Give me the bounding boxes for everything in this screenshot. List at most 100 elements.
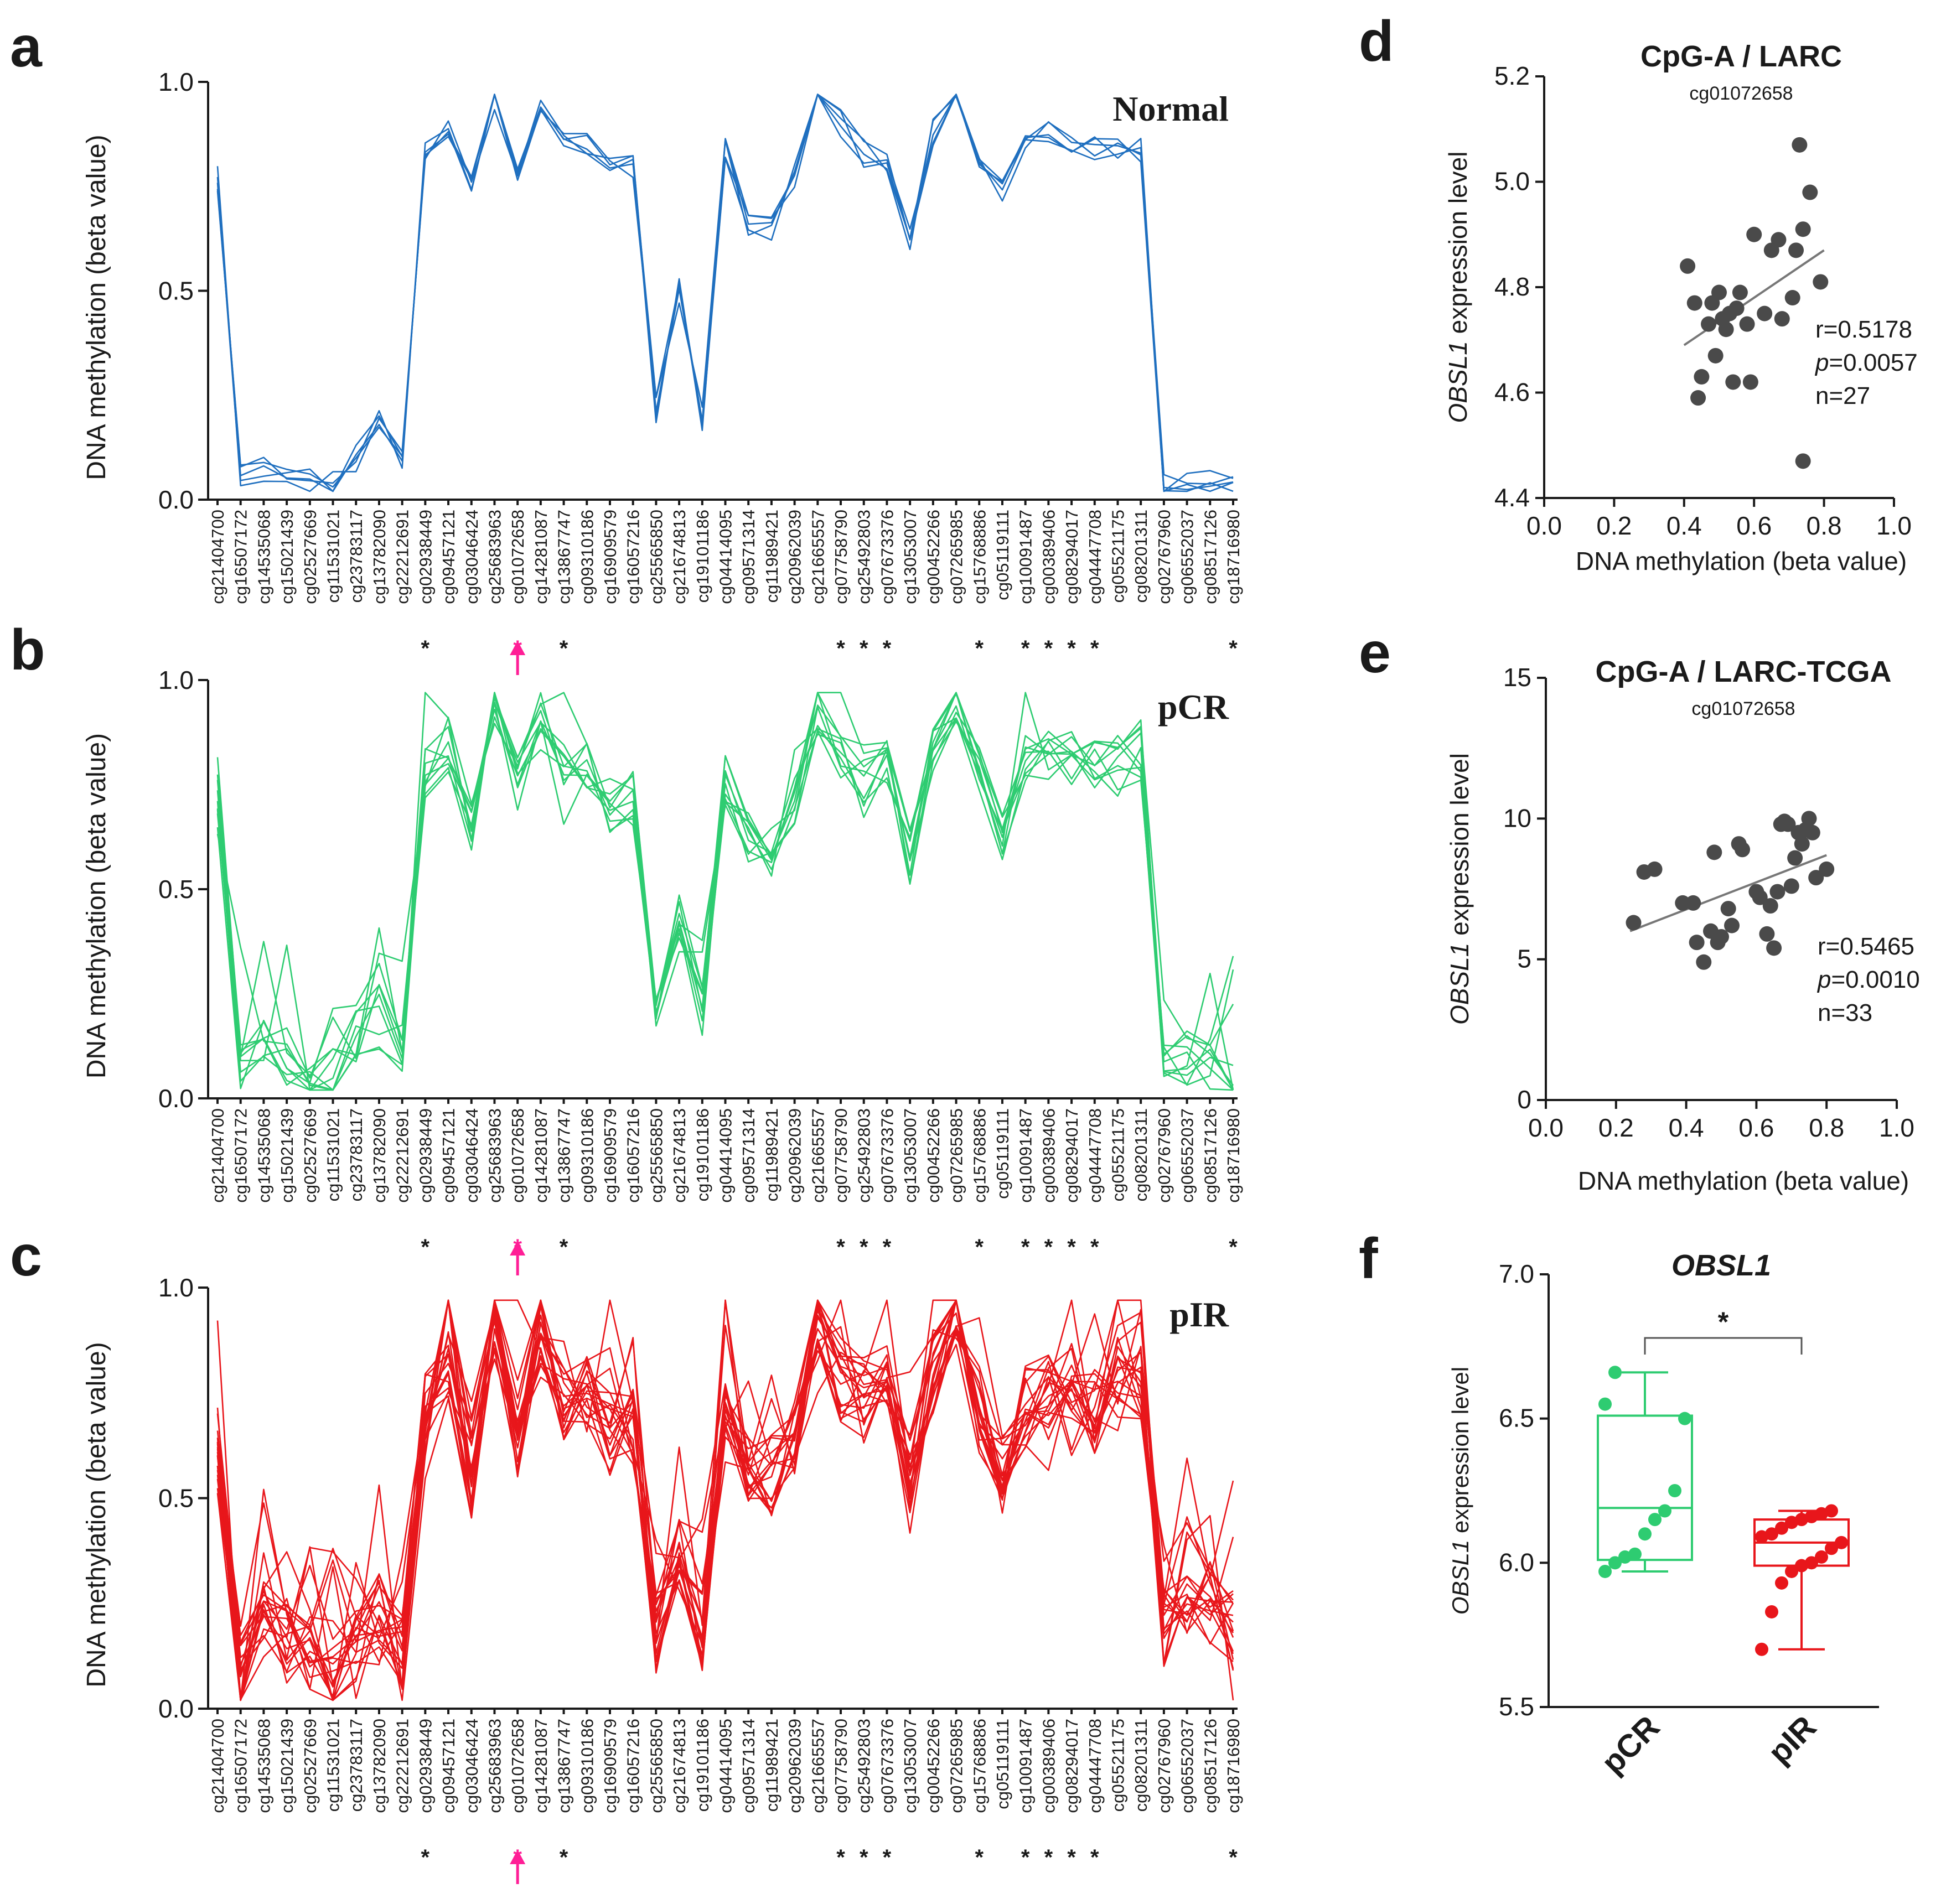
probe-label: cg21404700 bbox=[208, 1719, 227, 1813]
probe-label: cg02767960 bbox=[1155, 1108, 1174, 1203]
probe-label: cg05521175 bbox=[1108, 1719, 1127, 1812]
data-point bbox=[1795, 221, 1811, 237]
probe-label: cg16507172 bbox=[231, 1719, 251, 1813]
line-panel-b: b 0.0 0.5 1.0 DNA methylation (beta value) cg… bbox=[10, 618, 1243, 1259]
probe-label: cg14281087 bbox=[531, 1719, 551, 1813]
data-point bbox=[1685, 895, 1701, 911]
probe-label: cg21404700 bbox=[208, 510, 227, 604]
x-tick-label: 0.6 bbox=[1736, 511, 1772, 540]
data-point bbox=[1686, 295, 1702, 311]
probe-label: cg18716980 bbox=[1224, 510, 1243, 604]
series-line bbox=[216, 692, 1234, 1091]
y-axis-label-gene: OBSL1 bbox=[1443, 341, 1472, 423]
probe-label: cg25683963 bbox=[485, 1719, 504, 1813]
probe-label: cg08201311 bbox=[1131, 1719, 1151, 1812]
stat-n: n=33 bbox=[1818, 999, 1872, 1026]
y-axis-label-gene: OBSL1 bbox=[1445, 943, 1474, 1025]
x-tick-label: 0.0 bbox=[1526, 511, 1562, 540]
probe-label: cg07758790 bbox=[831, 1108, 851, 1203]
significance-star: * bbox=[1067, 636, 1076, 661]
probe-label: cg02527669 bbox=[301, 510, 320, 604]
data-point bbox=[1735, 842, 1751, 858]
y-tick-label: 5 bbox=[1517, 945, 1531, 973]
probe-label: cg02767960 bbox=[1155, 1719, 1174, 1813]
highlight-arrow bbox=[510, 1241, 526, 1275]
y-tick-label: 0.5 bbox=[158, 277, 194, 305]
y-axis-label: DNA methylation (beta value) bbox=[82, 733, 111, 1078]
data-point bbox=[1780, 816, 1796, 832]
probe-label: cg00389406 bbox=[1039, 510, 1058, 604]
significance-star: * bbox=[1021, 1845, 1030, 1870]
fit-line bbox=[1629, 854, 1827, 932]
chart-title: CpG-A / LARC-TCGA bbox=[1596, 655, 1892, 688]
probe-label: cg13053007 bbox=[900, 510, 920, 604]
probe-label: cg19101186 bbox=[693, 1719, 712, 1812]
significance-star: * bbox=[975, 1235, 984, 1259]
probe-label: cg04414095 bbox=[716, 1108, 736, 1203]
chart-subtitle: cg01072658 bbox=[1691, 698, 1795, 719]
chart-title: OBSL1 bbox=[1671, 1249, 1771, 1282]
probe-label: cg15021439 bbox=[277, 1719, 297, 1813]
x-tick-label: 0.4 bbox=[1666, 511, 1702, 540]
probe-label: cg08517126 bbox=[1200, 510, 1220, 604]
probe-label: cg00389406 bbox=[1039, 1108, 1058, 1203]
y-tick-label: 5.0 bbox=[1494, 167, 1530, 196]
probe-label: cg23783117 bbox=[346, 1719, 366, 1812]
significance-star: * bbox=[1067, 1845, 1076, 1870]
y-tick-label: 1.0 bbox=[158, 68, 194, 96]
data-point bbox=[1805, 1556, 1818, 1570]
x-tick-label: 0.8 bbox=[1809, 1113, 1844, 1142]
probe-label: cg10091487 bbox=[1016, 1719, 1036, 1813]
data-point bbox=[1788, 242, 1804, 258]
x-tick-label: 0.2 bbox=[1596, 511, 1632, 540]
data-point bbox=[1785, 1516, 1798, 1529]
probe-label: cg13867747 bbox=[555, 1108, 574, 1203]
series-line bbox=[216, 1299, 1234, 1661]
probe-label: cg25492803 bbox=[855, 1108, 874, 1203]
data-point bbox=[1668, 1484, 1681, 1497]
data-point bbox=[1775, 1576, 1788, 1590]
data-point bbox=[1608, 1366, 1622, 1379]
data-point bbox=[1689, 935, 1705, 951]
probe-label: cg11989421 bbox=[762, 510, 781, 603]
data-point bbox=[1725, 374, 1741, 390]
probe-label: cg08294017 bbox=[1062, 1108, 1081, 1203]
data-point bbox=[1724, 917, 1740, 933]
data-point bbox=[1815, 1507, 1828, 1521]
stat-p-value: =0.0057 bbox=[1829, 349, 1917, 376]
probe-label: cg08201311 bbox=[1131, 510, 1151, 603]
data-point bbox=[1706, 844, 1722, 860]
category-label: pIR bbox=[1761, 1709, 1823, 1771]
data-point bbox=[1696, 954, 1712, 970]
probe-label: cg00452266 bbox=[924, 1108, 943, 1203]
data-point bbox=[1775, 1521, 1788, 1535]
data-point bbox=[1787, 850, 1803, 866]
group-label: Normal bbox=[1112, 89, 1229, 128]
probe-label: cg07265985 bbox=[947, 510, 966, 604]
probe-label: cg13053007 bbox=[900, 1108, 920, 1203]
probe-label: cg06552037 bbox=[1178, 1719, 1197, 1813]
box-pIR: pIR bbox=[1753, 1504, 1850, 1771]
data-point bbox=[1707, 347, 1724, 364]
y-tick-label: 1.0 bbox=[158, 1273, 194, 1302]
probe-label: cg07673376 bbox=[877, 1108, 897, 1203]
highlight-arrow bbox=[510, 641, 526, 675]
chart-title: CpG-A / LARC bbox=[1640, 40, 1842, 73]
significance-star: * bbox=[1044, 1845, 1053, 1870]
probe-label: cg02527669 bbox=[301, 1719, 320, 1813]
data-point bbox=[1808, 870, 1824, 886]
probe-label: cg20962039 bbox=[785, 1719, 805, 1813]
x-tick-label: 0.6 bbox=[1738, 1113, 1774, 1142]
probe-label: cg15768886 bbox=[970, 1108, 989, 1203]
scatter-panel-e: e CpG-A / LARC-TCGA cg01072658 0 5 10 15 0.0 0.2… bbox=[1359, 621, 1920, 1195]
probe-label: cg16507172 bbox=[231, 510, 251, 604]
significance-star: * bbox=[1718, 1306, 1729, 1337]
panel-label: e bbox=[1359, 621, 1391, 685]
probe-label: cg05521175 bbox=[1108, 510, 1127, 603]
data-point bbox=[1766, 940, 1782, 956]
probe-label: cg11531021 bbox=[324, 1108, 343, 1201]
probe-label: cg03046424 bbox=[462, 1719, 482, 1813]
data-point bbox=[1694, 369, 1710, 385]
data-point bbox=[1795, 453, 1811, 469]
